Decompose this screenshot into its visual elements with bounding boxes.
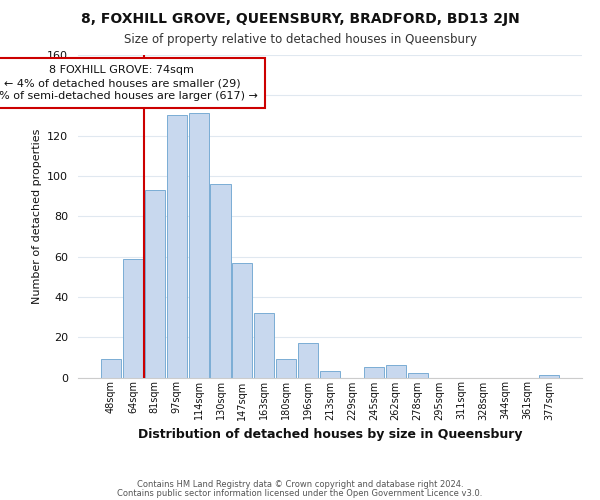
Bar — [254, 313, 274, 378]
Bar — [101, 360, 121, 378]
Bar — [232, 262, 253, 378]
Bar — [211, 184, 230, 378]
Bar — [407, 374, 428, 378]
Y-axis label: Number of detached properties: Number of detached properties — [32, 128, 41, 304]
Bar — [298, 343, 318, 378]
Bar — [364, 368, 384, 378]
Bar — [145, 190, 165, 378]
Text: Contains HM Land Registry data © Crown copyright and database right 2024.: Contains HM Land Registry data © Crown c… — [137, 480, 463, 489]
Text: 8, FOXHILL GROVE, QUEENSBURY, BRADFORD, BD13 2JN: 8, FOXHILL GROVE, QUEENSBURY, BRADFORD, … — [80, 12, 520, 26]
Text: Contains public sector information licensed under the Open Government Licence v3: Contains public sector information licen… — [118, 488, 482, 498]
Text: 8 FOXHILL GROVE: 74sqm
← 4% of detached houses are smaller (29)
95% of semi-deta: 8 FOXHILL GROVE: 74sqm ← 4% of detached … — [0, 65, 259, 102]
X-axis label: Distribution of detached houses by size in Queensbury: Distribution of detached houses by size … — [138, 428, 522, 441]
Bar — [188, 114, 209, 378]
Bar — [320, 372, 340, 378]
Bar — [539, 376, 559, 378]
Bar — [123, 258, 143, 378]
Bar — [386, 366, 406, 378]
Text: Size of property relative to detached houses in Queensbury: Size of property relative to detached ho… — [124, 34, 476, 46]
Bar — [167, 116, 187, 378]
Bar — [276, 360, 296, 378]
